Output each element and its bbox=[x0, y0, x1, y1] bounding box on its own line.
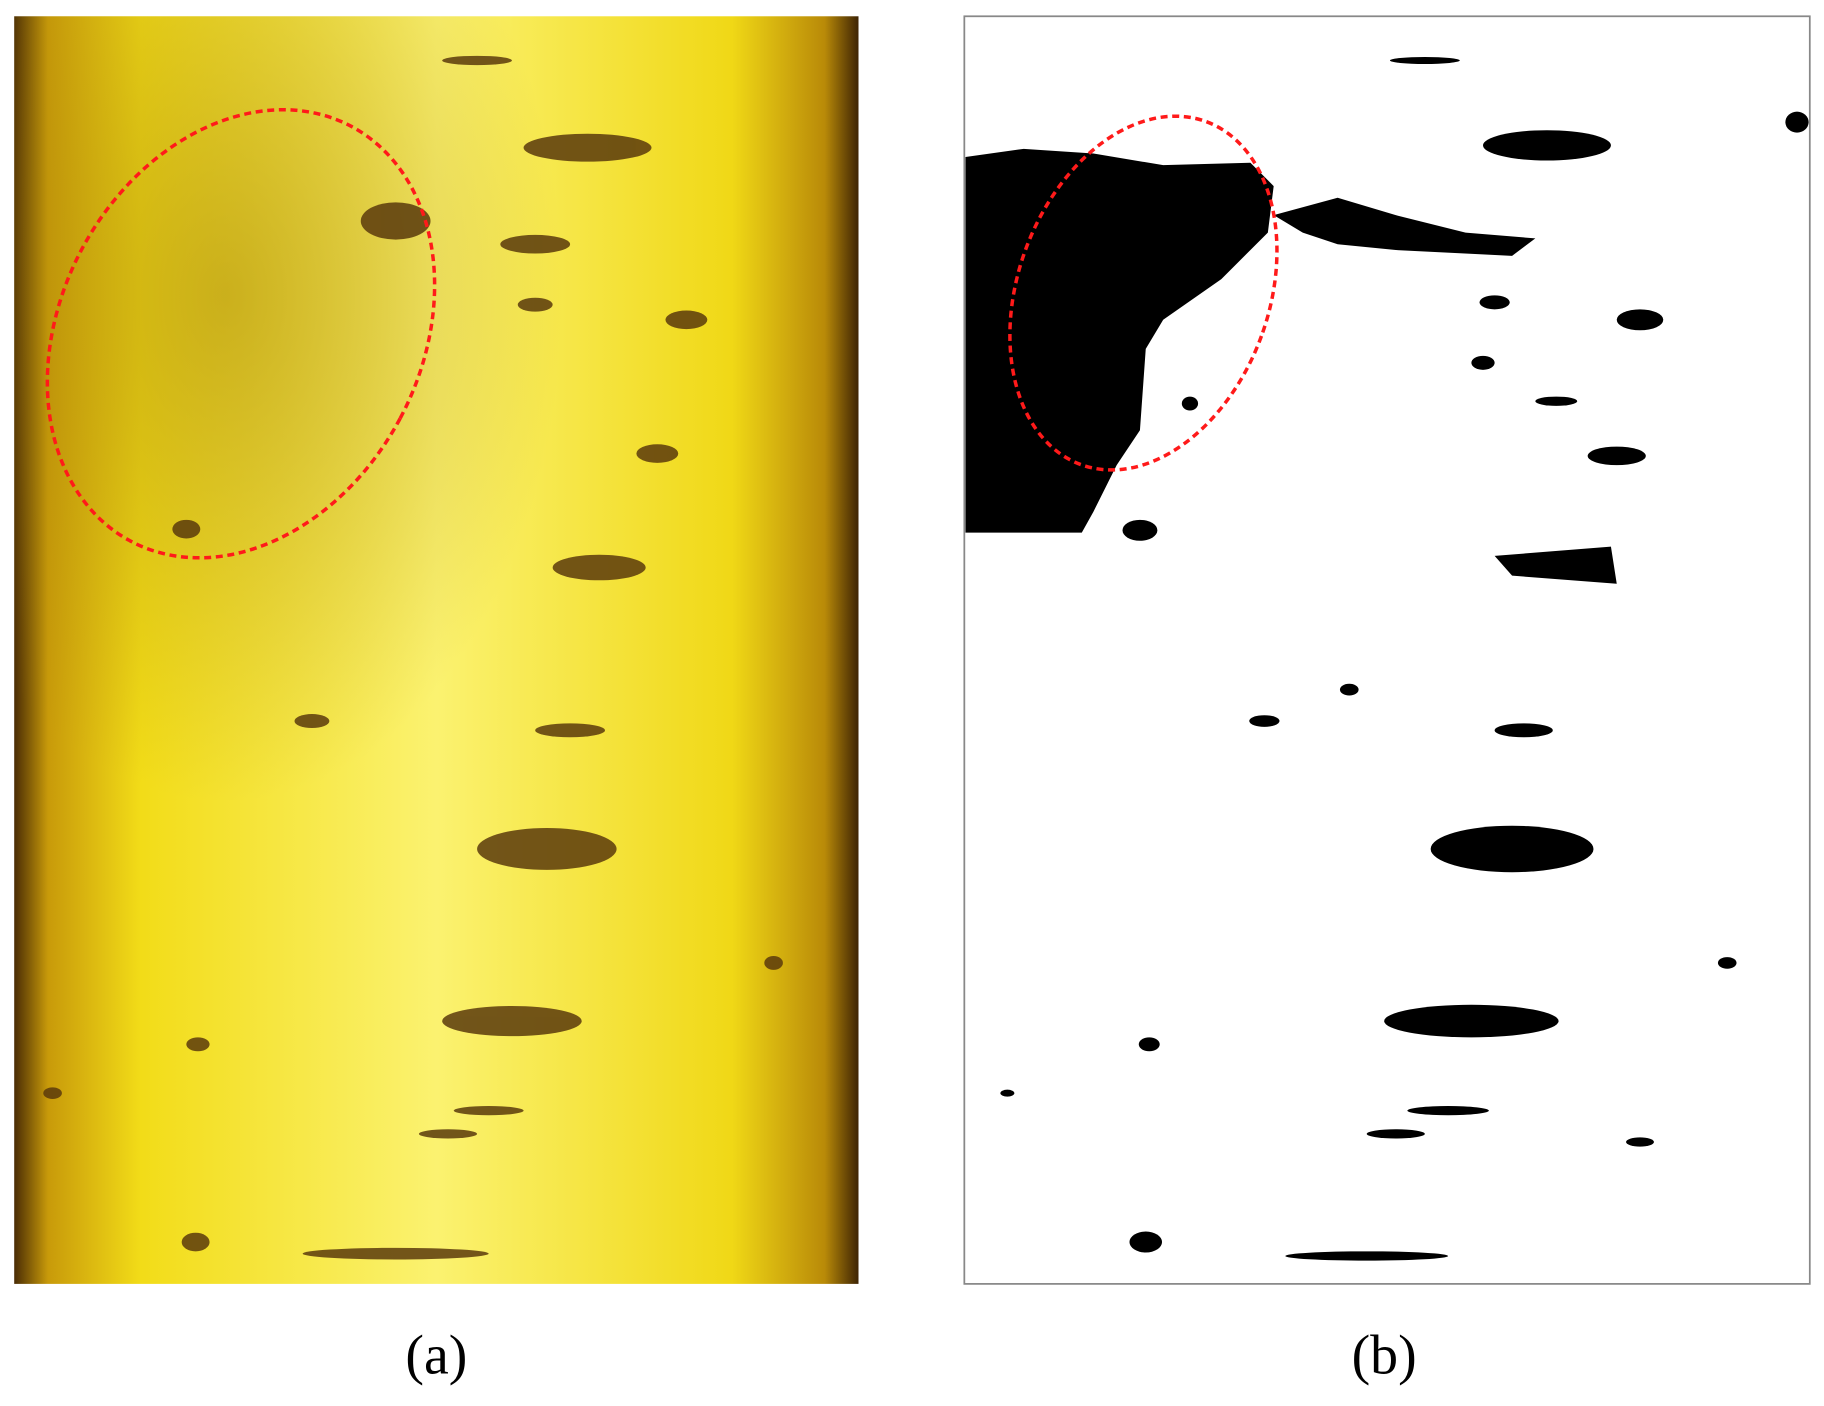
defects bbox=[43, 55, 783, 1260]
panel-label: (b) bbox=[1352, 1324, 1417, 1386]
panel-label: (a) bbox=[405, 1324, 467, 1386]
panel-a bbox=[14, 16, 859, 1284]
shade bbox=[14, 16, 859, 1284]
panel-b bbox=[963, 15, 1811, 1285]
highlight-ellipse bbox=[45, 108, 437, 560]
